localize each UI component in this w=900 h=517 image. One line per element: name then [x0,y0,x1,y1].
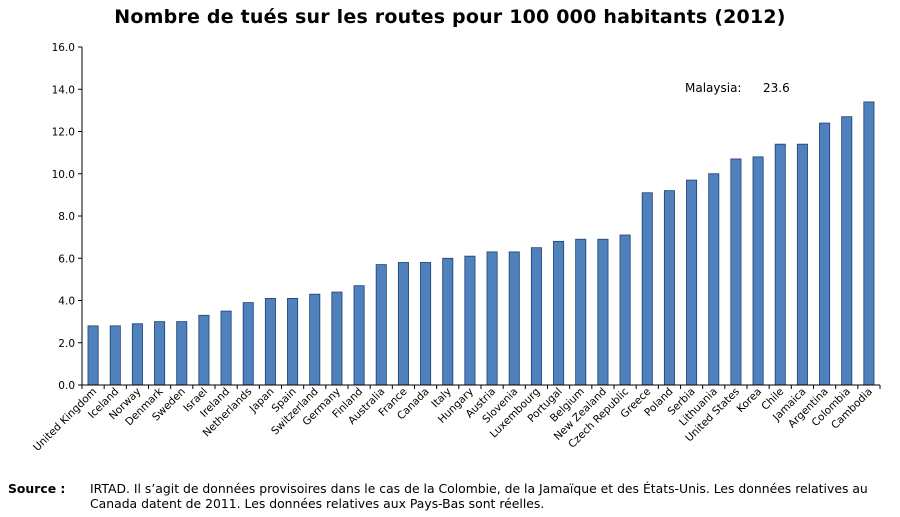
bar [131,323,143,386]
bar-chart: 0.0 2.0 4.0 6.0 8.0 10.0 12.0 14.0 16.0 United K… [31,42,881,454]
bar [530,247,542,386]
x-tick-label: Korea [735,386,765,416]
bar [109,325,121,386]
y-tick-label: 14.0 [52,84,75,96]
annotation-label: Malaysia: [685,81,741,95]
bar [287,297,299,386]
y-tick-label: 8.0 [58,211,75,223]
y-tick-label: 6.0 [58,253,75,265]
bar [420,262,432,386]
y-axis: 0.0 2.0 4.0 6.0 8.0 10.0 12.0 14.0 16.0 [52,42,83,392]
source-text: IRTAD. Il s’agit de données provisoires … [90,481,868,511]
bar [154,321,166,386]
x-tick-label: Japan [247,386,277,416]
bar [464,255,476,386]
bar [774,143,786,386]
y-tick-label: 10.0 [52,169,75,181]
bar [264,297,276,386]
source-label: Source : [8,481,66,496]
bar [819,122,831,386]
bar [375,264,387,386]
y-tick-label: 4.0 [58,296,75,308]
bar [641,192,653,386]
bar [597,238,609,386]
bar [486,251,498,386]
bar [708,173,720,386]
bar [176,321,188,386]
y-tick-label: 16.0 [52,42,75,54]
x-axis: United KingdomIcelandNorwayDenmarkSweden… [31,384,881,454]
bar [752,156,764,386]
bar [730,158,742,386]
bar [575,238,587,386]
bar [553,240,565,386]
bar [841,116,853,386]
bar [220,310,232,386]
x-tick-label: United Kingdom [31,386,99,454]
bar [619,234,631,386]
bar [331,291,343,386]
bar [242,302,254,386]
bar [863,101,875,386]
bar [353,285,365,386]
annotation-value: 23.6 [763,81,790,95]
bar [796,143,808,386]
bar [663,190,675,386]
bars [87,101,875,386]
bar [442,257,454,386]
bar [87,325,99,386]
bar [309,293,321,386]
bar [686,179,698,386]
y-tick-label: 2.0 [58,338,75,350]
bar [508,251,520,386]
bar [397,262,409,386]
bar [198,314,210,386]
y-tick-label: 12.0 [52,127,75,139]
y-tick-label: 0.0 [58,380,75,392]
chart-title: Nombre de tués sur les routes pour 100 0… [114,6,786,28]
